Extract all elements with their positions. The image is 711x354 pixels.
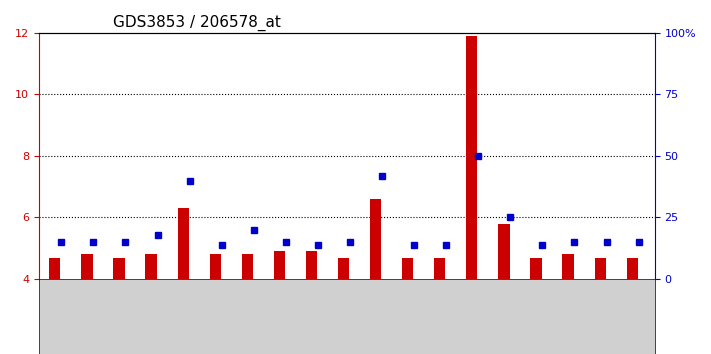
Bar	[242, 255, 253, 279]
Bar	[49, 258, 60, 279]
Bar	[466, 36, 478, 279]
Bar	[306, 251, 317, 279]
Bar	[338, 258, 349, 279]
Bar	[402, 258, 413, 279]
Bar	[146, 255, 156, 279]
Bar	[434, 258, 445, 279]
Bar	[81, 255, 92, 279]
Bar	[562, 255, 574, 279]
Bar	[626, 258, 638, 279]
Bar	[274, 251, 285, 279]
Text: GDS3853 / 206578_at: GDS3853 / 206578_at	[113, 15, 281, 31]
Bar	[114, 258, 124, 279]
Bar	[178, 208, 189, 279]
Bar	[530, 258, 542, 279]
Bar	[498, 224, 510, 279]
Bar	[370, 199, 381, 279]
Bar	[210, 255, 221, 279]
Bar	[594, 258, 606, 279]
